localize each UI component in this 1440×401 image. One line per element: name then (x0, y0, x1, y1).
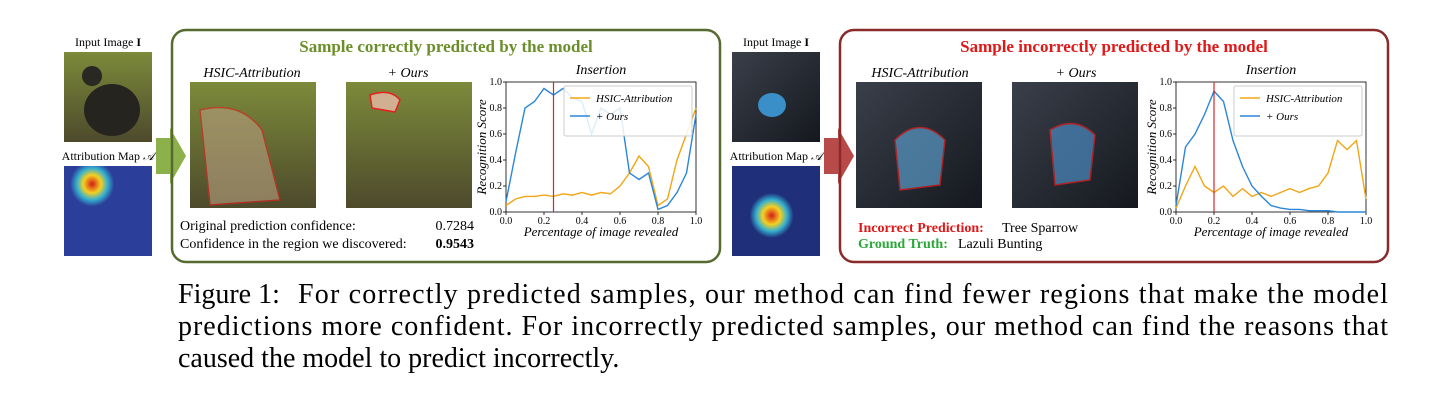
y-axis-label: Recognition Score (1144, 99, 1159, 195)
x-tick-label: 1.0 (1360, 216, 1373, 227)
series-line (1175, 89, 1366, 213)
legend-label: + Ours (1266, 111, 1298, 123)
method-label: + Ours (388, 66, 430, 81)
info-label: Original prediction confidence: (180, 219, 356, 234)
caption-line: caused the model to predict incorrectly. (178, 343, 619, 374)
input-image-label: Input Image I (743, 35, 809, 49)
x-tick-label: 0.4 (1246, 216, 1259, 227)
panel-box (838, 28, 1390, 264)
x-tick-label: 0.2 (538, 216, 551, 227)
x-tick-label: 0.0 (1170, 216, 1183, 227)
panel-box (170, 28, 722, 264)
x-tick-label: 0.4 (576, 216, 589, 227)
result-image (346, 82, 472, 208)
region (1049, 122, 1096, 186)
chart-title: Insertion (1245, 63, 1297, 78)
y-tick-label: 0.8 (1160, 103, 1173, 114)
plot-frame (505, 81, 697, 213)
info-label: Incorrect Prediction: (858, 221, 984, 236)
attribution-map (64, 166, 152, 256)
legend-label: HSIC-Attribution (595, 93, 673, 105)
bird-head (82, 66, 102, 86)
panel-title: Sample incorrectly predicted by the mode… (960, 37, 1268, 56)
x-tick-label: 0.8 (1322, 216, 1335, 227)
y-tick-label: 0.2 (490, 181, 503, 192)
y-tick-label: 0.6 (1160, 129, 1173, 140)
info-value: Lazuli Bunting (958, 237, 1042, 252)
bird-shape (758, 93, 786, 117)
y-tick-label: 0.4 (490, 155, 503, 166)
y-tick-label: 0.0 (490, 207, 503, 218)
method-label: HSIC-Attribution (870, 66, 968, 81)
legend-box (563, 85, 693, 137)
x-tick-label: 0.2 (1208, 216, 1221, 227)
region (369, 91, 401, 113)
info-label: Confidence in the region we discovered: (180, 237, 407, 252)
attribution-map-label: Attribution Map 𝒜 (730, 149, 826, 163)
y-tick-label: 0.0 (1160, 207, 1173, 218)
caption-line: For correctly predicted samples, our met… (298, 279, 1388, 310)
y-tick-label: 0.2 (1160, 181, 1173, 192)
attribution-map (732, 166, 820, 256)
info-value: Tree Sparrow (1002, 221, 1079, 236)
input-image-label: Input Image I (75, 35, 141, 49)
region (894, 126, 946, 191)
series-line (505, 107, 697, 207)
x-tick-label: 1.0 (690, 216, 703, 227)
y-tick-label: 0.4 (1160, 155, 1173, 166)
chart-title: Insertion (575, 63, 627, 78)
y-tick-label: 1.0 (1160, 77, 1173, 88)
bird-shape (84, 84, 140, 136)
x-tick-label: 0.8 (652, 216, 665, 227)
info-value: 0.7284 (436, 219, 475, 234)
y-tick-label: 1.0 (490, 77, 503, 88)
plot-frame (1175, 81, 1367, 213)
info-value: 0.9543 (436, 237, 475, 252)
method-label: + Ours (1056, 66, 1098, 81)
x-axis-label: Percentage of image revealed (523, 224, 679, 239)
legend-label: + Ours (596, 111, 628, 123)
info-label: Ground Truth: (858, 237, 948, 252)
method-label: HSIC-Attribution (202, 66, 300, 81)
series-line (1175, 139, 1367, 209)
caption-label: Figure 1: (178, 279, 280, 310)
x-tick-label: 0.0 (500, 216, 513, 227)
legend-box (1233, 85, 1363, 137)
y-tick-label: 0.8 (490, 103, 503, 114)
region (199, 106, 281, 206)
legend-label: HSIC-Attribution (1265, 93, 1343, 105)
x-tick-label: 0.6 (1284, 216, 1297, 227)
panel-title: Sample correctly predicted by the model (299, 37, 593, 56)
y-axis-label: Recognition Score (474, 99, 489, 195)
x-tick-label: 0.6 (614, 216, 627, 227)
caption-line: predictions more confident. For incorrec… (178, 311, 1388, 342)
y-tick-label: 0.6 (490, 129, 503, 140)
attribution-map-label: Attribution Map 𝒜 (62, 149, 158, 163)
x-axis-label: Percentage of image revealed (1193, 224, 1349, 239)
